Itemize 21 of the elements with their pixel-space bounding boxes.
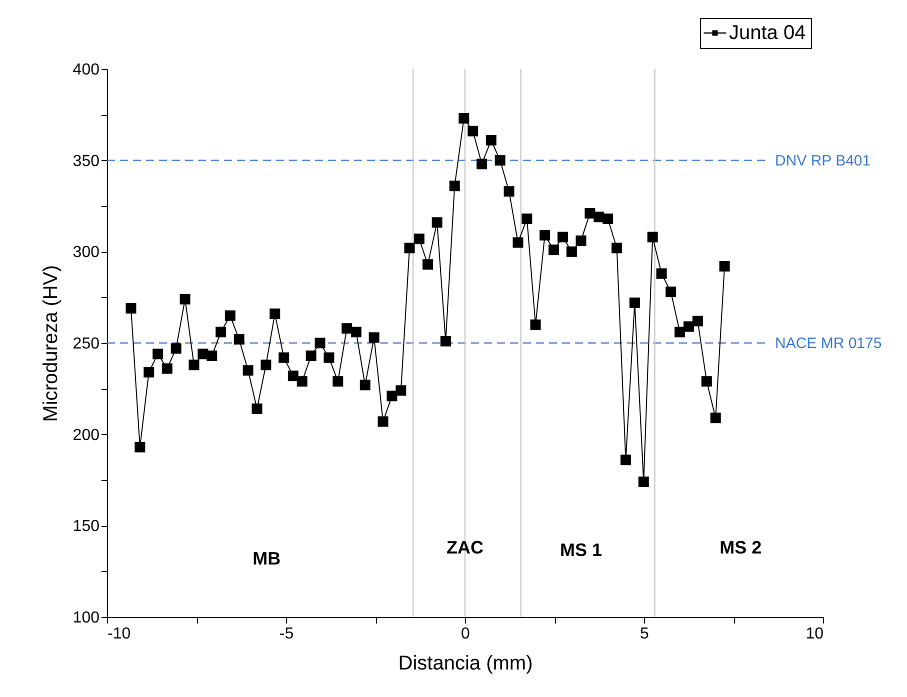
y-tick-label: 250 [72,336,100,352]
y-tick-label: 350 [72,152,100,170]
y-tick-label: 400 [72,62,100,78]
y-tick-label: 150 [72,518,100,536]
legend-label: Junta 04 [729,22,806,44]
annotation: MB [252,548,281,568]
y-tick-label: 300 [72,244,100,262]
annotation: ZAC [446,538,484,558]
x-axis-title: Distancia (mm) [398,652,533,674]
x-tick-label: -5 [279,626,294,642]
annotation: MS 1 [560,540,602,560]
ref-line-label: DNV RP B401 [775,152,871,170]
ref-line-label: NACE MR 0175 [775,335,882,352]
x-tick-label: -10 [108,626,131,642]
annotation: MS 2 [720,538,762,558]
y-axis-title: Microdureza (HV) [40,265,62,422]
x-tick-label: 10 [806,626,824,642]
y-tick-label: 200 [72,426,100,444]
y-tick-label: 100 [72,610,100,626]
x-tick-label: 5 [640,626,650,642]
x-tick-label: 0 [461,626,470,642]
